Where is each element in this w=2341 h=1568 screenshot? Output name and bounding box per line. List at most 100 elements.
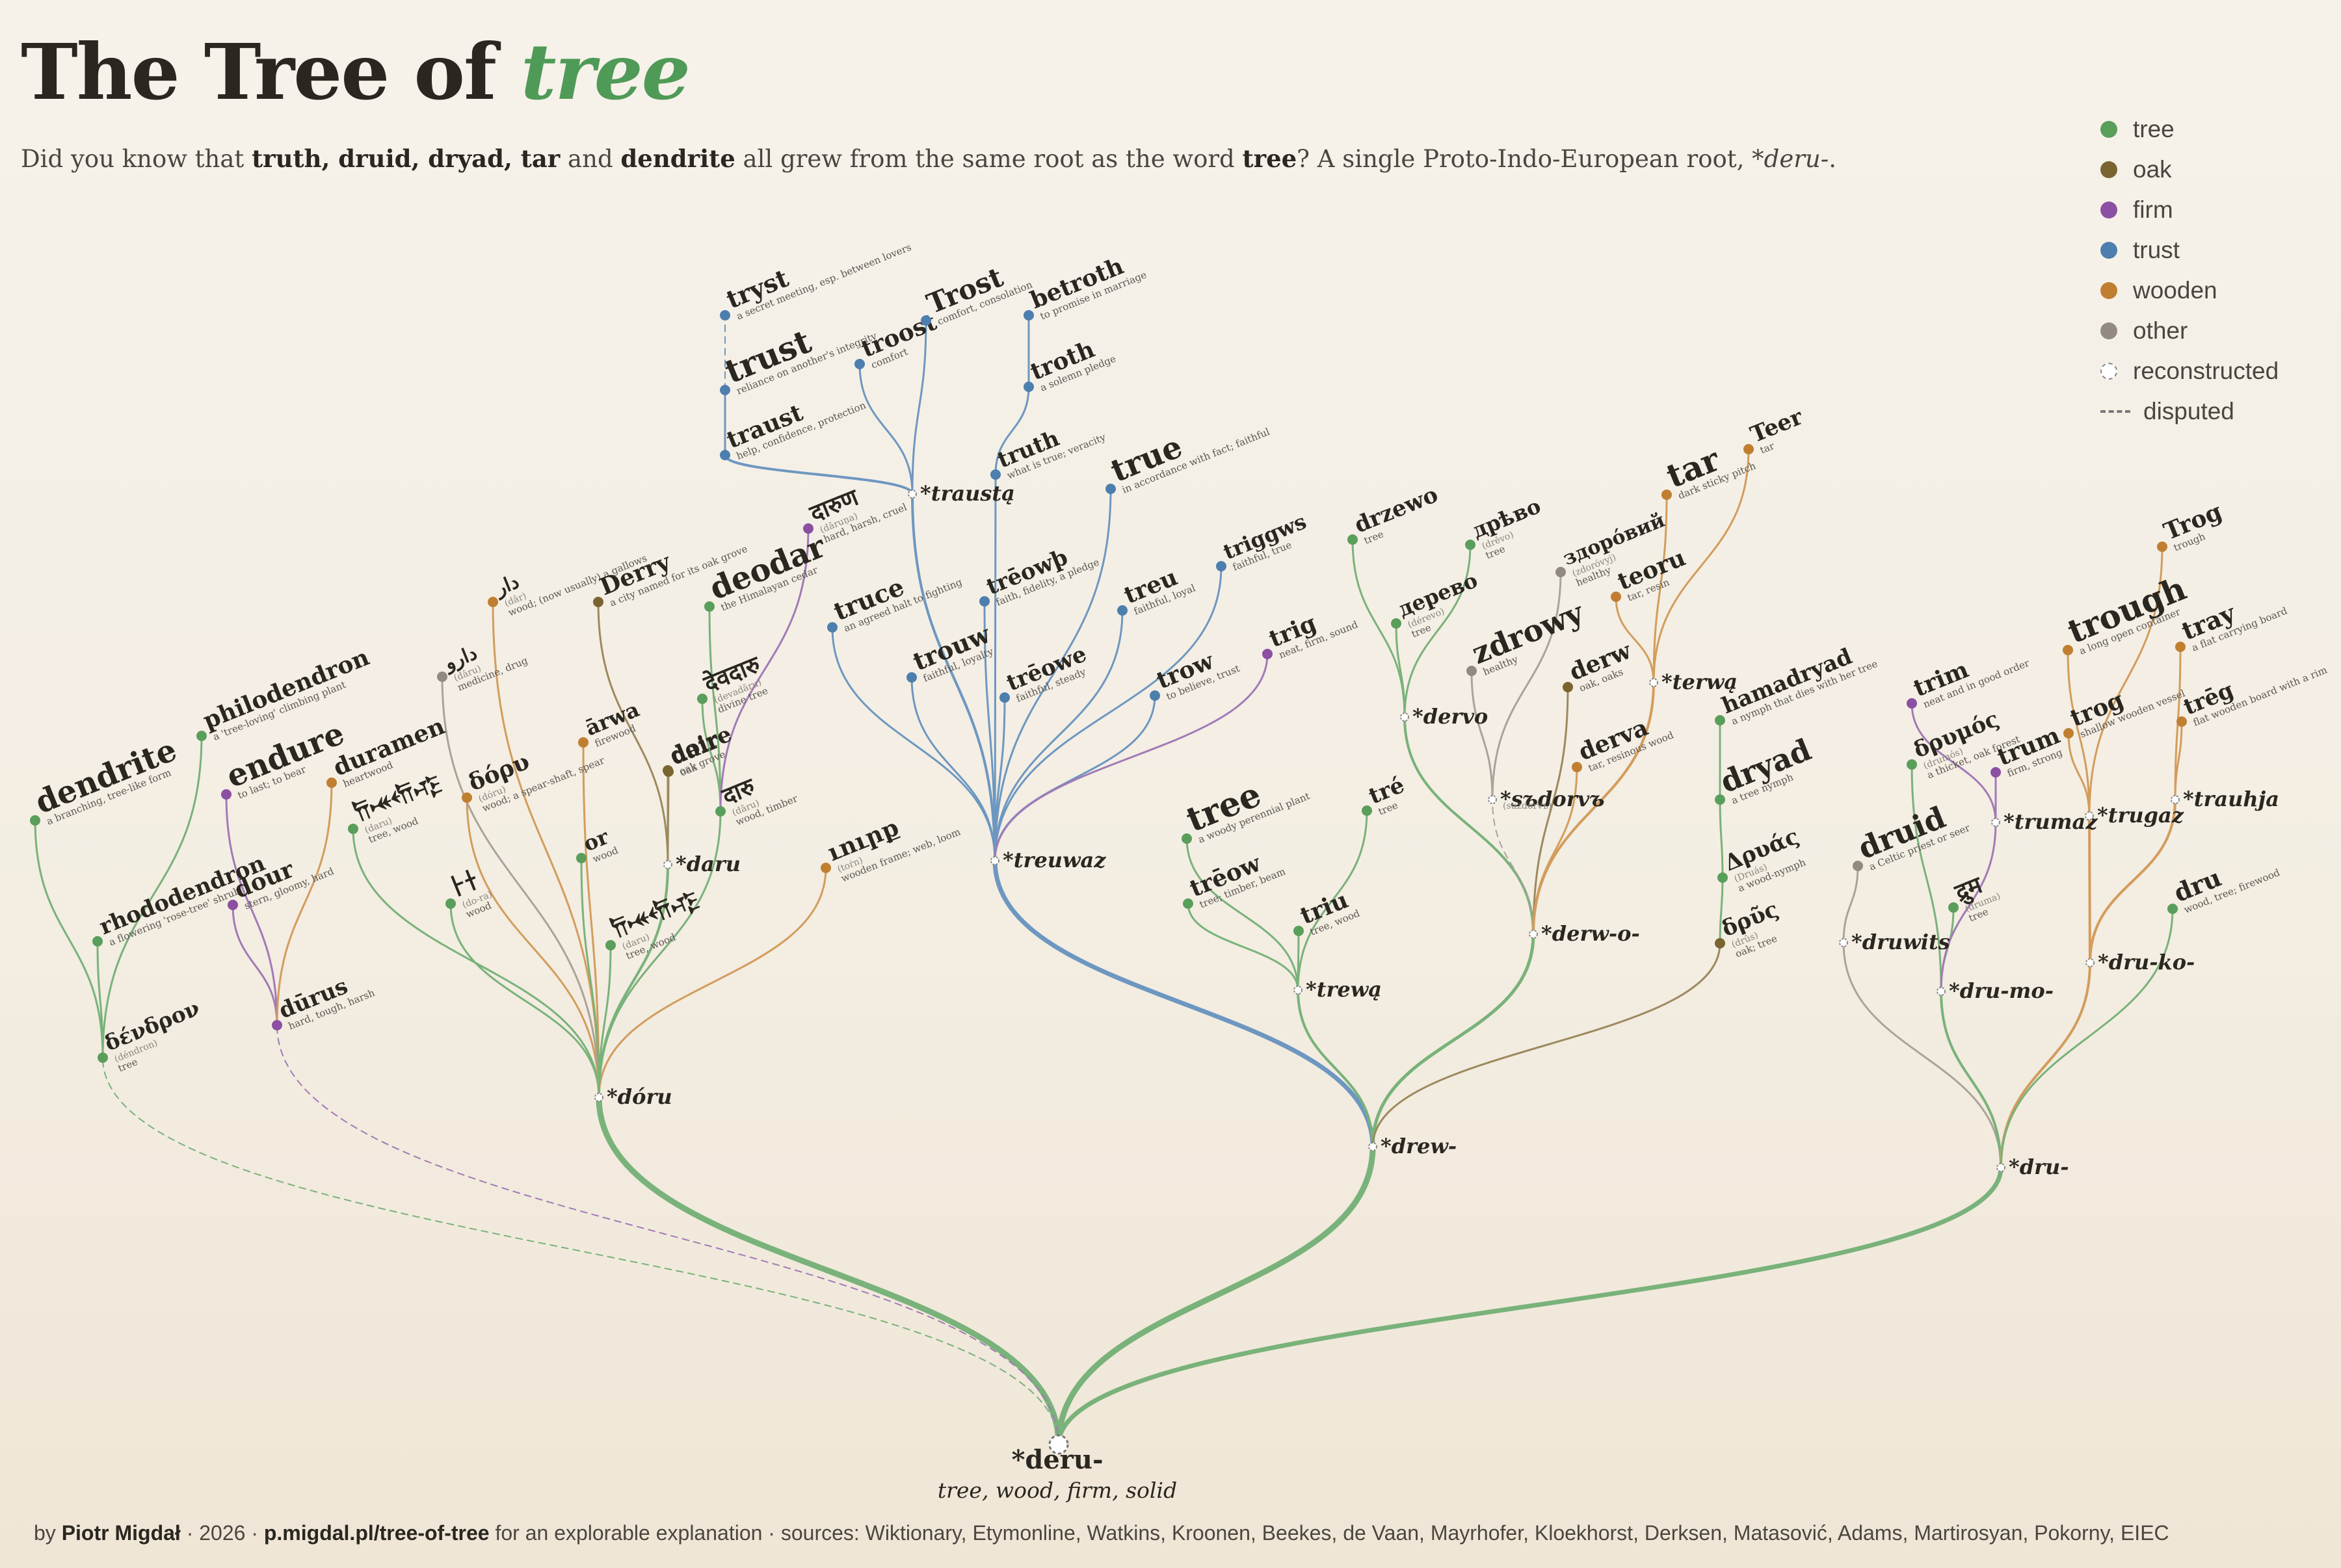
word-node[interactable]: *dóru bbox=[594, 1084, 672, 1109]
node-dot bbox=[1400, 712, 1409, 722]
word-node[interactable]: *trugaz bbox=[2085, 803, 2184, 828]
legend-swatch bbox=[2100, 121, 2117, 138]
node-dot bbox=[1649, 678, 1658, 687]
site-link[interactable]: p.migdal.pl/tree-of-tree bbox=[263, 1521, 490, 1545]
node-dot bbox=[1391, 618, 1401, 629]
node-dot bbox=[92, 936, 103, 947]
word-node[interactable]: देवदारु(devadāru)divine tree bbox=[697, 650, 773, 716]
word-node[interactable]: δρῦς(drûs)oak; tree bbox=[1715, 896, 1790, 961]
node-dot bbox=[98, 1052, 108, 1063]
word-node[interactable]: ւուրք(toṙn)wooden frame; web, loom bbox=[821, 792, 962, 885]
root-marker[interactable] bbox=[1048, 1434, 1069, 1455]
word-node[interactable]: दारु(dāru)wood, timber bbox=[715, 759, 800, 830]
word-node[interactable]: *dervo bbox=[1400, 704, 1488, 729]
word-node[interactable]: Δρυάς(Druás)a wood-nymph bbox=[1717, 823, 1810, 895]
word-node[interactable]: द्रुम(druma)tree bbox=[1948, 866, 2006, 925]
word-node[interactable]: δένδρον(déndron)tree bbox=[98, 995, 211, 1075]
word-node[interactable]: *traustą bbox=[908, 481, 1015, 506]
word-node[interactable]: *dru- bbox=[1996, 1155, 2069, 1179]
word-node[interactable]: *trauhja bbox=[2171, 787, 2279, 811]
legend: tree oak firm trust wooden other reconstructed… bbox=[2100, 109, 2279, 432]
word-node[interactable]: *terwą bbox=[1649, 670, 1738, 694]
word-node[interactable]: 𐀅𐀫(do-ra)wood bbox=[445, 862, 497, 921]
word-label: *druwits bbox=[1851, 930, 1950, 954]
branch-n56-n54 bbox=[1403, 543, 1472, 718]
word-node[interactable]: дерево(dérevo)tree bbox=[1391, 568, 1489, 641]
word-label-group: द्रुम(druma)tree bbox=[1951, 871, 2002, 924]
node-dot bbox=[2063, 645, 2073, 655]
word-node[interactable]: *derw-o- bbox=[1529, 921, 1640, 946]
word-label-group: *druwits bbox=[1851, 930, 1950, 954]
node-dot bbox=[228, 900, 238, 910]
author-link[interactable]: Piotr Migdał bbox=[61, 1521, 181, 1545]
branch-n23-n17 bbox=[597, 601, 669, 866]
word-node[interactable]: *sъdorvъ(suzdorvъ) bbox=[1488, 787, 1604, 811]
word-node[interactable]: дрѣво(drěvo)tree bbox=[1465, 493, 1552, 562]
branch-n29-n39 bbox=[983, 600, 996, 862]
branch-n1-n15 bbox=[441, 675, 600, 1099]
word-label: *terwą bbox=[1661, 670, 1738, 694]
word-node[interactable]: *trewą bbox=[1293, 977, 1382, 1002]
word-node[interactable]: *druwits bbox=[1839, 930, 1950, 954]
branch-n65-n62 bbox=[1652, 493, 1668, 684]
word-node[interactable]: *daru bbox=[663, 852, 741, 876]
word-node[interactable]: *treuwaz bbox=[990, 848, 1106, 872]
word-node[interactable]: دارو(dâru)medicine, drug bbox=[437, 625, 529, 695]
word-node[interactable]: 𐎭𐎽𐎢𐎺(daru)tree, wood bbox=[605, 883, 709, 963]
word-node[interactable]: *dru-mo- bbox=[1937, 978, 2054, 1003]
node-dot bbox=[999, 692, 1010, 703]
branch-n69-n68 bbox=[1719, 798, 1724, 879]
word-label: *dru- bbox=[2009, 1155, 2069, 1179]
branch-n66-n60 bbox=[1532, 686, 1569, 935]
node-dot bbox=[593, 597, 603, 607]
word-node[interactable]: *dru-ko- bbox=[2085, 950, 2195, 974]
word-node[interactable]: *drew- bbox=[1368, 1134, 1457, 1158]
node-dot bbox=[1937, 987, 1946, 996]
word-node[interactable]: *trumaz bbox=[1991, 809, 2098, 834]
